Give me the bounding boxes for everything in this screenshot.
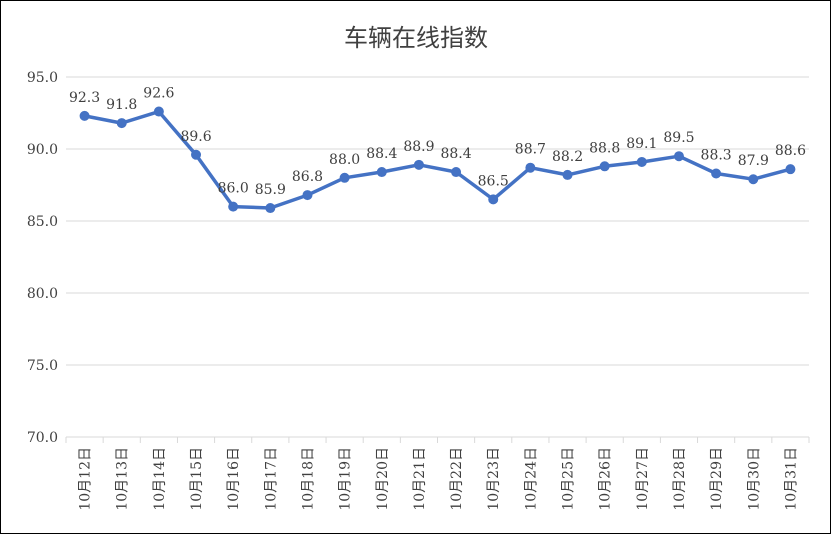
data-label: 86.8 [292, 169, 323, 185]
series-line [82, 109, 793, 210]
chart-title: 车辆在线指数 [344, 24, 488, 52]
data-label: 92.3 [69, 90, 100, 106]
x-axis-ticks: 10月12日 10月13日 10月14日 10月15日 10月16日 10月17日 10月1… [78, 447, 800, 511]
data-point [673, 151, 684, 162]
data-point [711, 168, 722, 179]
data-labels: 92.3 91.8 92.6 89.6 86.0 85.9 86.8 88.0 88.4 88.9… [69, 86, 806, 198]
data-point [451, 167, 462, 178]
data-label: 88.4 [440, 146, 471, 162]
y-tick-label: 80.0 [27, 286, 58, 302]
data-label: 85.9 [255, 182, 286, 198]
data-label: 88.8 [589, 140, 620, 156]
data-label: 88.7 [515, 142, 546, 158]
data-label: 89.6 [180, 129, 211, 145]
x-tick-label: 10月28日 [672, 447, 688, 511]
data-point [376, 167, 387, 178]
y-tick-label: 90.0 [27, 142, 58, 158]
x-tick-label: 10月15日 [189, 447, 205, 511]
data-point [191, 149, 202, 160]
data-point [599, 161, 610, 172]
data-point [228, 201, 239, 212]
series-layer [79, 106, 796, 214]
x-tick-label: 10月19日 [338, 447, 354, 511]
y-axis-ticks: 70.0 75.0 80.0 85.0 90.0 95.0 [27, 70, 58, 446]
data-point [488, 194, 499, 205]
x-tick-label: 10月25日 [561, 447, 577, 511]
x-tick-label: 10月12日 [78, 447, 94, 511]
x-tick-label: 10月21日 [412, 447, 428, 511]
data-point [339, 172, 350, 183]
data-label: 88.4 [366, 146, 397, 162]
x-tick-label: 10月27日 [635, 447, 651, 511]
x-tick-label: 10月16日 [226, 447, 242, 511]
data-label: 91.8 [106, 97, 137, 113]
data-label: 89.5 [663, 130, 694, 146]
x-tick-label: 10月17日 [263, 447, 279, 511]
data-label: 88.2 [552, 149, 583, 165]
data-point [748, 174, 759, 185]
data-label: 88.3 [701, 147, 732, 163]
data-point [153, 106, 164, 117]
data-label: 88.6 [775, 143, 806, 159]
y-tick-label: 85.0 [27, 214, 58, 230]
x-tick-label: 10月31日 [783, 447, 799, 511]
data-point [785, 164, 796, 175]
data-label: 88.9 [403, 139, 434, 155]
x-tick-label: 10月29日 [709, 447, 725, 511]
data-label: 87.9 [738, 153, 769, 169]
data-label: 92.6 [143, 86, 174, 102]
data-point [636, 156, 647, 167]
data-label: 86.0 [218, 181, 249, 197]
x-tick-label: 10月14日 [152, 447, 168, 511]
x-tick-label: 10月13日 [115, 447, 131, 511]
data-point [116, 118, 127, 129]
x-tick-label: 10月20日 [375, 447, 391, 511]
data-point [79, 110, 90, 121]
data-label: 88.0 [329, 152, 360, 168]
x-tick-label: 10月30日 [746, 447, 762, 511]
x-tick-label: 10月22日 [449, 447, 465, 511]
x-tick-label: 10月26日 [598, 447, 614, 511]
data-point [413, 159, 424, 170]
x-tick-label: 10月18日 [300, 447, 316, 511]
x-tick-label: 10月23日 [486, 447, 502, 511]
y-tick-label: 70.0 [27, 430, 58, 446]
data-point [302, 190, 313, 201]
data-label: 86.5 [478, 173, 509, 189]
data-point [525, 162, 536, 173]
x-tick-label: 10月24日 [523, 447, 539, 511]
data-label: 89.1 [626, 136, 657, 152]
data-point [562, 169, 573, 180]
data-point [265, 203, 276, 214]
y-tick-label: 75.0 [27, 358, 58, 374]
y-tick-label: 95.0 [27, 70, 58, 86]
